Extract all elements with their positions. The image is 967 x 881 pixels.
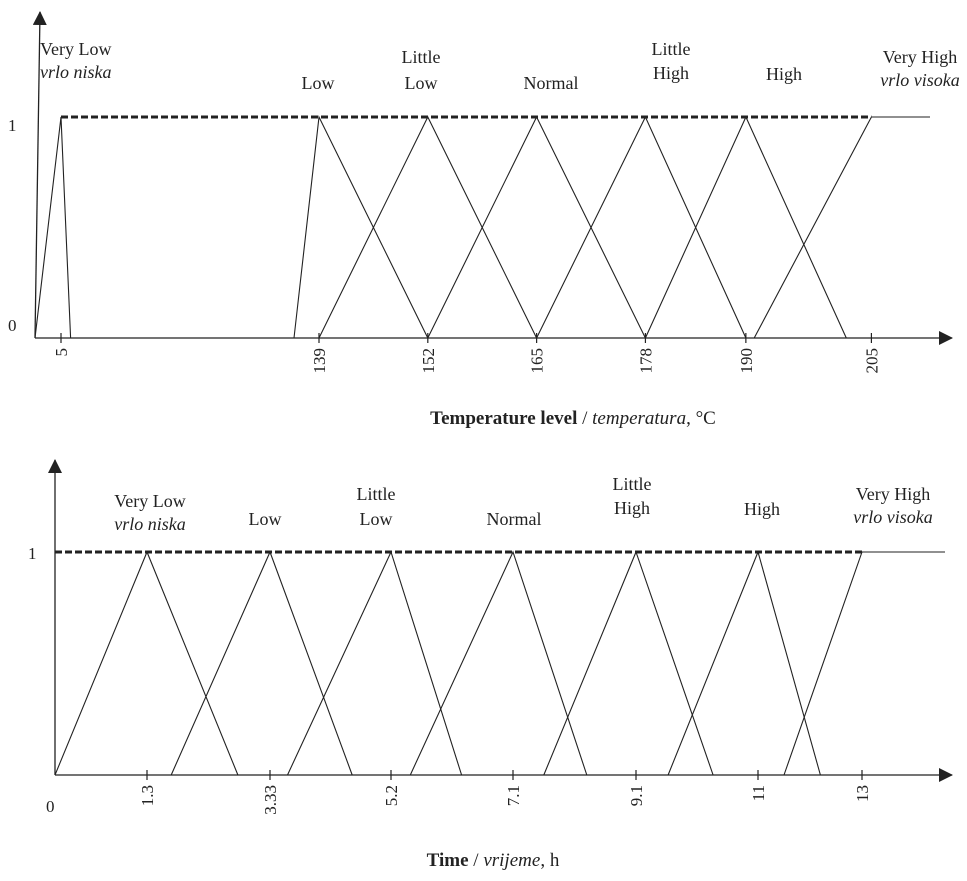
membership-normal <box>427 115 646 339</box>
term-very-low-local: vrlo niska <box>114 514 186 534</box>
term-very-low: Very Low <box>114 491 185 511</box>
term-little-low: Little <box>402 47 441 67</box>
time-membership-chart: 1 0 1.3 3.33 5.2 7.1 9.1 11 13 Very Low vrlo n… <box>28 459 953 871</box>
term-little-high: High <box>614 498 650 518</box>
x-tick-label: 11 <box>749 785 768 801</box>
membership-low <box>170 550 353 776</box>
x-axis-title: Time / vrijeme, h <box>427 850 560 871</box>
term-labels: Very Low vrlo niska Low Little Low Norma… <box>40 39 960 93</box>
y-tick-label: 1 <box>28 544 37 563</box>
term-little-high: High <box>653 63 689 83</box>
membership-little-high <box>543 550 714 776</box>
term-labels: Very Low vrlo niska Low Little Low Norma… <box>114 474 932 534</box>
membership-very-high <box>753 116 930 339</box>
membership-little-high <box>536 115 747 339</box>
x-tick-label: 205 <box>862 348 881 374</box>
membership-very-low <box>54 550 239 776</box>
term-very-high-local: vrlo visoka <box>853 507 932 527</box>
term-low: Low <box>302 73 335 93</box>
x-tick-label: 9.1 <box>627 785 646 806</box>
membership-very-high <box>783 551 945 776</box>
x-ticks: 1.3 3.33 5.2 7.1 9.1 11 13 <box>138 770 872 815</box>
term-little-low: Low <box>405 73 438 93</box>
term-high: High <box>744 499 780 519</box>
x-tick-label: 5.2 <box>382 785 401 806</box>
term-very-high: Very High <box>883 47 958 67</box>
term-little-low: Little <box>357 484 396 504</box>
x-tick-label: 152 <box>419 348 438 374</box>
origin-label: 0 <box>46 797 55 816</box>
membership-high <box>644 115 847 339</box>
membership-normal <box>409 550 588 776</box>
x-tick-label: 7.1 <box>504 785 523 806</box>
x-tick-label: 165 <box>528 348 547 374</box>
x-tick-label: 13 <box>853 785 872 802</box>
membership-functions <box>34 115 930 339</box>
membership-little-low <box>318 115 538 339</box>
x-tick-label: 3.33 <box>261 785 280 815</box>
y-tick-label: 1 <box>8 116 17 135</box>
term-very-low-local: vrlo niska <box>40 62 112 82</box>
membership-high <box>667 550 821 776</box>
x-ticks: 5 139 152 165 178 190 205 <box>52 333 881 374</box>
membership-low <box>293 115 429 339</box>
membership-functions <box>54 550 945 776</box>
temperature-membership-chart: 1 0 5 139 152 165 178 190 205 Very Low vrlo ni… <box>8 11 960 429</box>
term-little-high: Little <box>613 474 652 494</box>
x-axis-title: Temperature level / temperatura, °C <box>430 408 716 429</box>
x-tick-label: 139 <box>310 348 329 374</box>
x-tick-label: 5 <box>52 348 71 357</box>
x-tick-label: 190 <box>737 348 756 374</box>
term-little-high: Little <box>652 39 691 59</box>
x-tick-label: 178 <box>636 348 655 374</box>
term-very-low: Very Low <box>40 39 111 59</box>
term-high: High <box>766 64 802 84</box>
term-low: Low <box>249 509 282 529</box>
membership-very-low <box>34 116 72 339</box>
term-normal: Normal <box>524 73 579 93</box>
term-very-high-local: vrlo visoka <box>880 70 959 90</box>
term-normal: Normal <box>487 509 542 529</box>
y-axis <box>32 11 47 339</box>
membership-little-low <box>287 550 463 776</box>
x-tick-label: 1.3 <box>138 785 157 806</box>
term-little-low: Low <box>360 509 393 529</box>
y-tick-label: 0 <box>8 316 17 335</box>
term-very-high: Very High <box>856 484 931 504</box>
